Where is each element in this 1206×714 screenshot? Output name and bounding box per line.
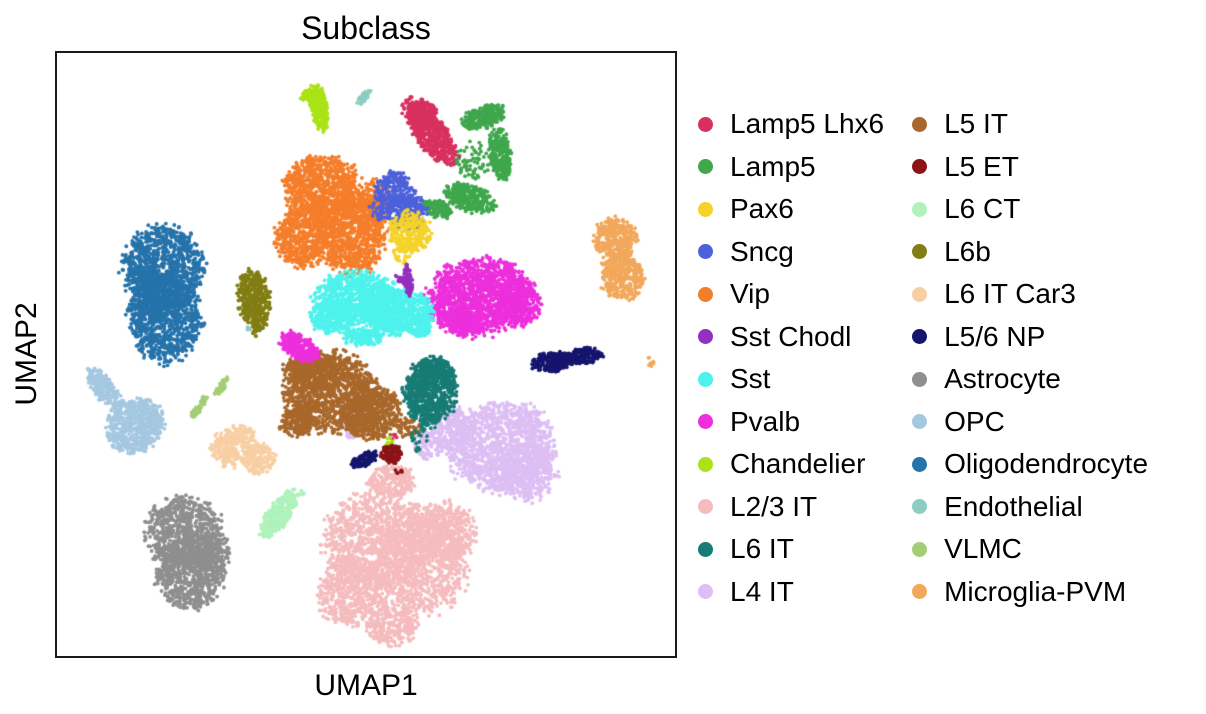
- legend-color-dot: [912, 159, 928, 175]
- legend-label: Vip: [730, 278, 770, 310]
- legend-label: L4 IT: [730, 575, 794, 607]
- legend-color-dot: [698, 286, 713, 302]
- legend-item-l4-it: L4 IT: [698, 571, 884, 614]
- legend-color-dot: [698, 201, 713, 217]
- legend-item-lamp5: Lamp5: [698, 146, 884, 189]
- legend-color-dot: [912, 244, 928, 260]
- legend-item-microglia-pvm: Microglia-PVM: [912, 571, 1148, 614]
- legend-item-endothelial: Endothelial: [912, 486, 1148, 529]
- legend-color-dot: [912, 584, 928, 600]
- legend-label: Microglia-PVM: [944, 575, 1127, 607]
- legend-column-2: L5 IT L5 ET L6 CT L6b L6 IT Car3 L5/6 NP Astro…: [912, 103, 1148, 613]
- legend-color-dot: [698, 541, 713, 557]
- legend-color-dot: [698, 584, 713, 600]
- legend-color-dot: [698, 371, 713, 387]
- legend-label: Astrocyte: [944, 363, 1061, 395]
- legend-label: L5 IT: [944, 108, 1008, 140]
- page-title: Subclass: [301, 10, 431, 46]
- legend-item-l6-it-car3: L6 IT Car3: [912, 273, 1148, 316]
- legend-color-dot: [912, 456, 928, 472]
- legend-column-1: Lamp5 Lhx6 Lamp5 Pax6 Sncg Vip Sst Chodl Sst Pv…: [698, 103, 884, 613]
- legend-label: Pvalb: [730, 405, 801, 437]
- legend-item-l5-6-np: L5/6 NP: [912, 316, 1148, 359]
- legend-label: Sst: [730, 363, 771, 395]
- x-axis-label: UMAP1: [314, 669, 418, 702]
- legend-label: Pax6: [730, 193, 794, 225]
- legend-item-pvalb: Pvalb: [698, 401, 884, 444]
- legend-item-chandelier: Chandelier: [698, 443, 884, 486]
- legend-label: L6 IT Car3: [944, 278, 1076, 310]
- legend-color-dot: [912, 414, 928, 430]
- legend-label: Lamp5: [730, 150, 816, 182]
- legend-item-l6b: L6b: [912, 231, 1148, 274]
- legend-label: L2/3 IT: [730, 490, 818, 522]
- umap-plot-frame: [55, 51, 677, 658]
- legend-label: L5 ET: [944, 150, 1019, 182]
- umap-scatter-canvas: [57, 53, 675, 656]
- legend-label: L5/6 NP: [944, 320, 1046, 352]
- legend: Lamp5 Lhx6 Lamp5 Pax6 Sncg Vip Sst Chodl Sst Pv…: [698, 103, 1148, 613]
- legend-label: Chandelier: [730, 448, 866, 480]
- legend-color-dot: [912, 329, 928, 345]
- legend-label: Endothelial: [944, 490, 1083, 522]
- legend-color-dot: [698, 329, 713, 345]
- legend-item-sncg: Sncg: [698, 231, 884, 274]
- legend-item-sst-chodl: Sst Chodl: [698, 316, 884, 359]
- legend-item-l6-ct: L6 CT: [912, 188, 1148, 231]
- legend-label: Sst Chodl: [730, 320, 852, 352]
- legend-color-dot: [912, 499, 928, 515]
- legend-color-dot: [912, 541, 928, 557]
- legend-item-l6-it: L6 IT: [698, 528, 884, 571]
- legend-item-vip: Vip: [698, 273, 884, 316]
- legend-color-dot: [912, 201, 928, 217]
- legend-color-dot: [698, 499, 713, 515]
- legend-item-opc: OPC: [912, 401, 1148, 444]
- legend-color-dot: [698, 116, 713, 132]
- legend-item-sst: Sst: [698, 358, 884, 401]
- legend-color-dot: [912, 371, 928, 387]
- legend-color-dot: [698, 414, 713, 430]
- legend-label: L6b: [944, 235, 991, 267]
- legend-item-l5-et: L5 ET: [912, 146, 1148, 189]
- legend-item-l2-3-it: L2/3 IT: [698, 486, 884, 529]
- legend-label: Lamp5 Lhx6: [730, 108, 885, 140]
- legend-color-dot: [698, 456, 713, 472]
- legend-label: L6 IT: [730, 533, 794, 565]
- legend-color-dot: [912, 116, 928, 132]
- legend-item-pax6: Pax6: [698, 188, 884, 231]
- legend-color-dot: [698, 159, 713, 175]
- legend-item-lamp5-lhx6: Lamp5 Lhx6: [698, 103, 884, 146]
- legend-item-oligodendrocyte: Oligodendrocyte: [912, 443, 1148, 486]
- legend-label: Sncg: [730, 235, 794, 267]
- legend-label: OPC: [944, 405, 1005, 437]
- legend-color-dot: [912, 286, 928, 302]
- legend-item-l5-it: L5 IT: [912, 103, 1148, 146]
- legend-item-vlmc: VLMC: [912, 528, 1148, 571]
- legend-label: VLMC: [944, 533, 1022, 565]
- y-axis-label: UMAP2: [10, 302, 43, 406]
- legend-label: Oligodendrocyte: [944, 448, 1149, 480]
- legend-item-astrocyte: Astrocyte: [912, 358, 1148, 401]
- legend-color-dot: [698, 244, 713, 260]
- legend-label: L6 CT: [944, 193, 1021, 225]
